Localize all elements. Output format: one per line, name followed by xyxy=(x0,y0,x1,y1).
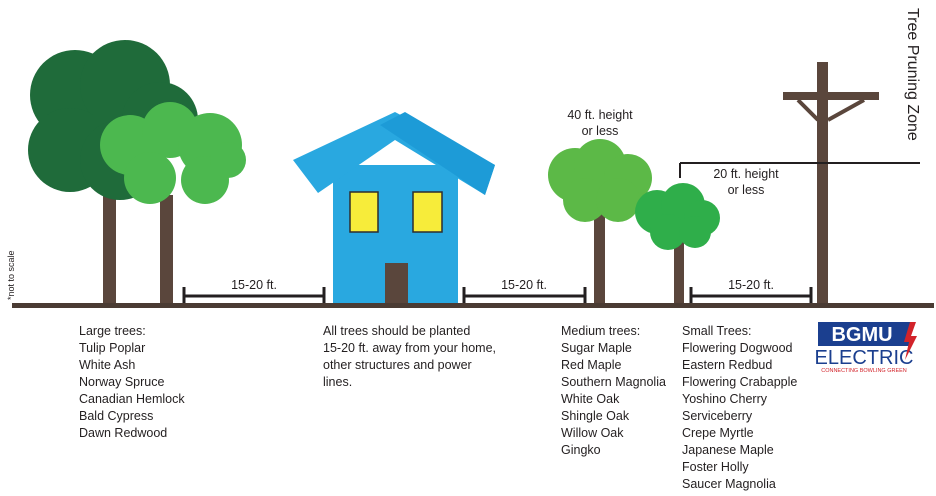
distance-label: 15-20 ft. xyxy=(231,278,277,292)
large-trees xyxy=(28,40,246,305)
logo-sub: ELECTRIC xyxy=(815,347,914,369)
house xyxy=(293,112,495,305)
column-item: other structures and power xyxy=(323,358,472,372)
medium-tree xyxy=(548,139,652,305)
column-item: Eastern Redbud xyxy=(682,358,772,372)
logo-name: BGMU xyxy=(831,324,892,346)
column-item: White Ash xyxy=(79,358,135,372)
logo-tagline: CONNECTING BOWLING GREEN xyxy=(821,368,907,374)
column-item: Dawn Redwood xyxy=(79,426,167,440)
distance-label: 15-20 ft. xyxy=(728,278,774,292)
column-item: Japanese Maple xyxy=(682,443,774,457)
height-label: 20 ft. height xyxy=(713,167,779,181)
logo: BGMU ELECTRIC CONNECTING BOWLING GREEN xyxy=(815,322,917,374)
height-label: or less xyxy=(728,183,765,197)
column-heading: Small Trees: xyxy=(682,324,751,338)
column-item: lines. xyxy=(323,375,352,389)
column-item: Gingko xyxy=(561,443,601,457)
dimension-bars xyxy=(184,287,811,303)
column-heading: Medium trees: xyxy=(561,324,640,338)
column-item: Serviceberry xyxy=(682,409,753,423)
column-item: Red Maple xyxy=(561,358,621,372)
column-item: Willow Oak xyxy=(561,426,624,440)
column-item: Crepe Myrtle xyxy=(682,426,754,440)
column-item: 15-20 ft. away from your home, xyxy=(323,341,496,355)
diagram: BGMU ELECTRIC CONNECTING BOWLING GREEN T… xyxy=(0,0,936,491)
column-heading: Large trees: xyxy=(79,324,146,338)
column-item: White Oak xyxy=(561,392,620,406)
height-label: 40 ft. height xyxy=(567,108,633,122)
scale-note: *not to scale xyxy=(6,250,16,300)
column-item: Southern Magnolia xyxy=(561,375,666,389)
column-item: Shingle Oak xyxy=(561,409,630,423)
column-item: Yoshino Cherry xyxy=(682,392,768,406)
column-item: Saucer Magnolia xyxy=(682,477,776,491)
column-item: Bald Cypress xyxy=(79,409,153,423)
utility-pole xyxy=(680,62,920,305)
column-item: Norway Spruce xyxy=(79,375,164,389)
column-item: Foster Holly xyxy=(682,460,749,474)
ground xyxy=(12,303,934,308)
column-item: Canadian Hemlock xyxy=(79,392,185,406)
column-item: Flowering Dogwood xyxy=(682,341,793,355)
distance-label: 15-20 ft. xyxy=(501,278,547,292)
column-item: Sugar Maple xyxy=(561,341,632,355)
column-item: Flowering Crabapple xyxy=(682,375,797,389)
page: BGMU ELECTRIC CONNECTING BOWLING GREEN T… xyxy=(0,0,936,491)
column-item: Tulip Poplar xyxy=(79,341,145,355)
column-heading: All trees should be planted xyxy=(323,324,470,338)
height-label: or less xyxy=(582,124,619,138)
title: Tree Pruning Zone xyxy=(904,8,921,141)
small-tree xyxy=(635,183,720,305)
